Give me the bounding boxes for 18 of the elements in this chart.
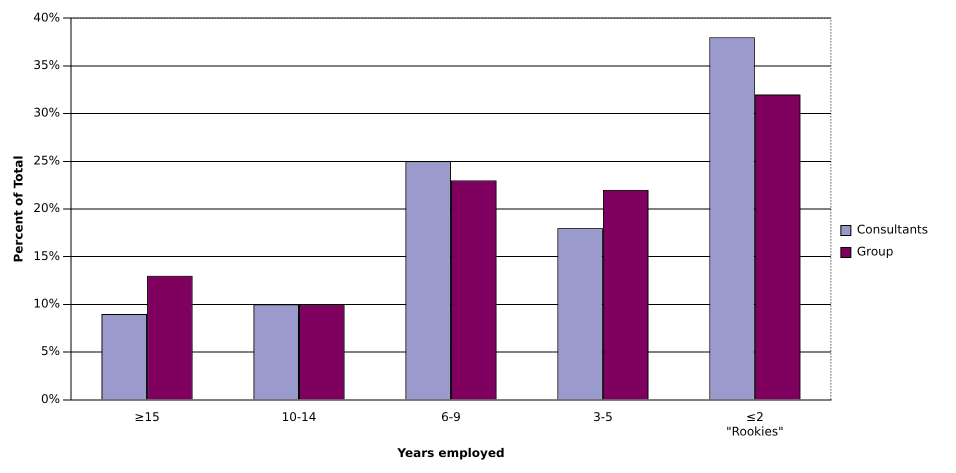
y-tick-label: 25% bbox=[33, 153, 60, 168]
x-axis-title: Years employed bbox=[396, 446, 505, 460]
y-tick-label: 5% bbox=[41, 344, 60, 358]
y-tick-label: 40% bbox=[33, 10, 60, 24]
y-tick-label: 35% bbox=[33, 58, 60, 72]
y-tick-label: 10% bbox=[33, 296, 60, 311]
y-tick-label: 15% bbox=[33, 248, 60, 263]
x-tick-label: 10-14 bbox=[282, 410, 316, 424]
x-tick-label: 6-9 bbox=[441, 410, 461, 424]
y-tick-label: 0% bbox=[41, 392, 60, 406]
legend-label: Group bbox=[856, 244, 894, 259]
y-axis-title: Percent of Total bbox=[11, 156, 26, 262]
y-tick-label: 30% bbox=[33, 106, 60, 120]
y-tick-label: 20% bbox=[33, 201, 60, 216]
x-tick-label: ≤2 "Rookies" bbox=[726, 410, 784, 439]
x-tick-label: ≥15 bbox=[134, 410, 160, 424]
legend-label: Consultants bbox=[856, 222, 928, 237]
x-tick-label: 3-5 bbox=[593, 410, 613, 424]
